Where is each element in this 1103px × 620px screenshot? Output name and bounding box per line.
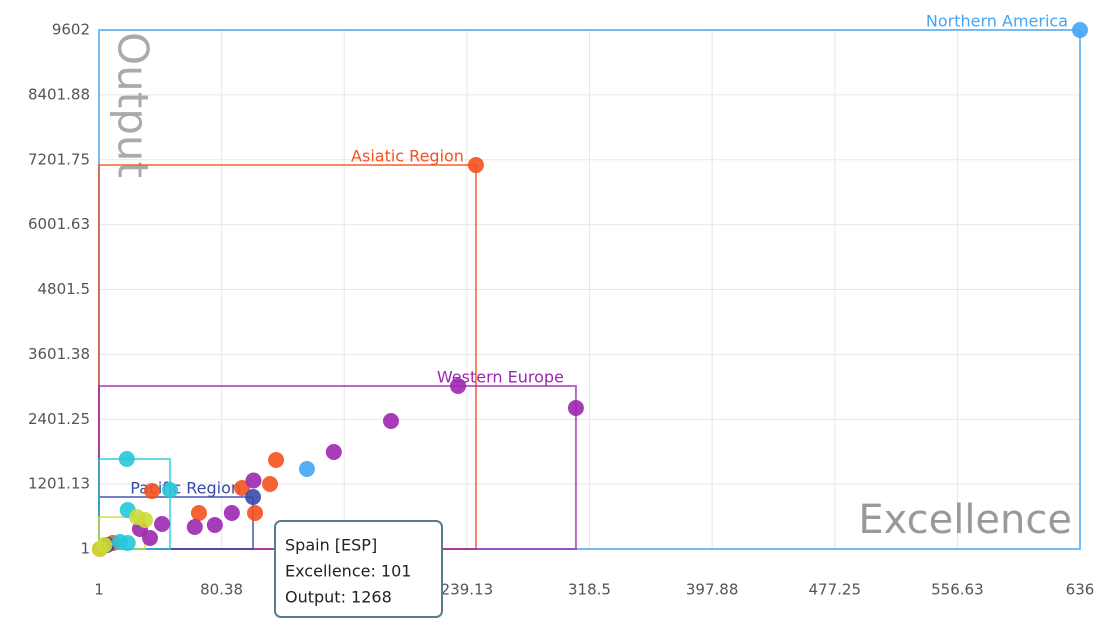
region-label: Northern America [926, 12, 1068, 31]
x-tick-label: 556.63 [931, 581, 984, 599]
point [190, 504, 207, 521]
tooltip: Spain [ESP] Excellence: 101 Output: 1268 [274, 520, 443, 618]
x-axis-label: Excellence [858, 497, 1072, 543]
x-tick-label: 80.38 [200, 581, 243, 599]
y-tick-label: 6001.63 [28, 215, 90, 233]
y-axis-label: Output [109, 32, 158, 178]
point [245, 472, 262, 489]
y-tick-label: 9602 [52, 21, 90, 39]
tooltip-box [274, 520, 443, 618]
y-tick-label: 8401.88 [28, 85, 90, 103]
point [162, 482, 179, 499]
region-label: Western Europe [437, 368, 564, 387]
y-tick-label: 1 [80, 540, 90, 558]
point [154, 516, 171, 533]
tooltip-line: Output: 1268 [285, 588, 392, 607]
point [234, 479, 251, 496]
point [450, 378, 467, 395]
point [137, 512, 154, 529]
point [247, 504, 264, 521]
y-tick-label: 4801.5 [38, 280, 91, 298]
point [382, 412, 399, 429]
point [143, 482, 160, 499]
grid [98, 29, 1081, 550]
point [467, 157, 484, 174]
x-tick-label: 239.13 [441, 581, 494, 599]
y-tick-label: 7201.75 [28, 150, 90, 168]
point [262, 476, 279, 493]
point [567, 400, 584, 417]
point [206, 516, 223, 533]
y-tick-label: 3601.38 [28, 345, 90, 363]
point [268, 452, 285, 469]
x-tick-label: 397.88 [686, 581, 739, 599]
tooltip-line: Excellence: 101 [285, 562, 411, 581]
point [223, 504, 240, 521]
x-tick-label: 318.5 [568, 581, 611, 599]
point [298, 460, 315, 477]
x-tick-label: 636 [1066, 581, 1095, 599]
y-tick-label: 1201.13 [28, 475, 90, 493]
region-box [98, 457, 172, 550]
point [186, 518, 203, 535]
point [1072, 22, 1088, 38]
x-tick-label: 1 [94, 581, 104, 599]
y-tick-label: 2401.25 [28, 410, 90, 428]
point [245, 488, 262, 505]
point [112, 534, 129, 551]
point [91, 541, 108, 557]
x-tick-label: 477.25 [809, 581, 862, 599]
region-label: Asiatic Region [351, 147, 464, 166]
point [118, 450, 135, 467]
point [325, 444, 342, 461]
tooltip-title: Spain [ESP] [285, 536, 377, 555]
